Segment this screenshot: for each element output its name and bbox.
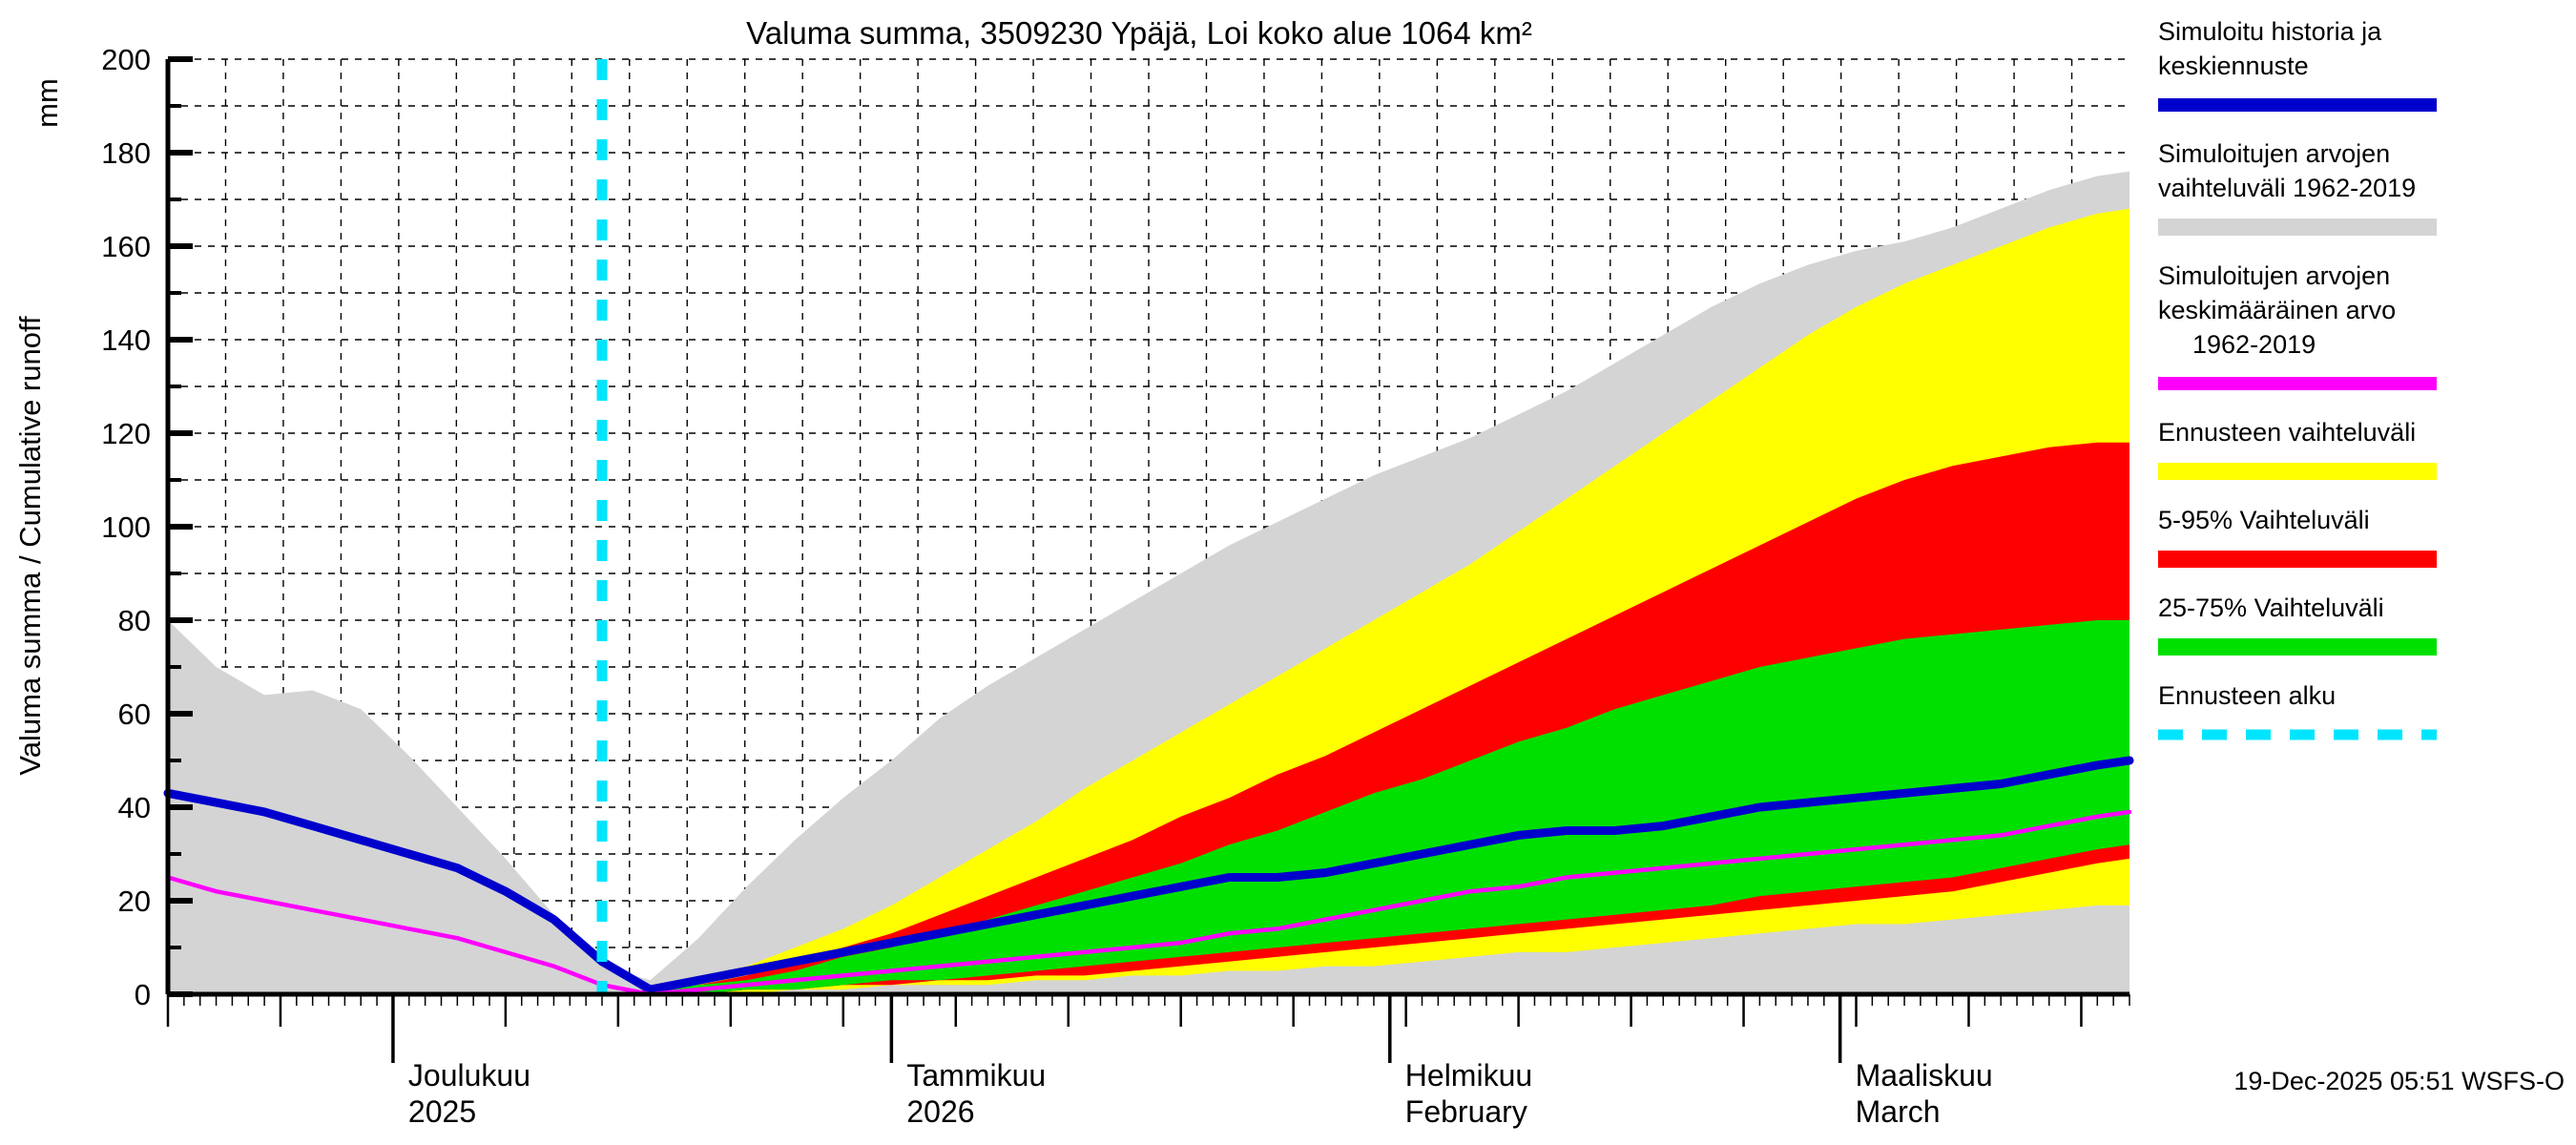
y-axis-unit: mm [31,78,64,128]
month-label-fi: Helmikuu [1405,1058,1532,1093]
legend-swatch [2158,98,2437,112]
legend-label: keskiennuste [2158,52,2309,80]
timestamp: 19-Dec-2025 05:51 WSFS-O [2233,1067,2565,1095]
month-label-fi: Maaliskuu [1856,1058,1993,1093]
legend-25-75-range: 25-75% Vaihteluväli [2158,593,2437,656]
legend-label: Simuloitujen arvojen [2158,261,2390,290]
y-tick-label: 80 [118,604,151,637]
line-mean-forecast [163,756,2134,994]
legend-swatch [2158,219,2437,236]
band-00e000 [602,620,2130,994]
legend-label: Simuloitu historia ja [2158,17,2382,46]
month-label-en: 2026 [906,1094,974,1129]
y-tick-label: 200 [101,43,151,76]
month-label-en: February [1405,1094,1527,1129]
y-axis-label: Valuma summa / Cumulative runoff [13,316,47,776]
legend-label: vaihteluväli 1962-2019 [2158,174,2416,202]
legend-swatch [2158,463,2437,480]
legend-label: 1962-2019 [2192,330,2316,359]
legend-5-95-range: 5-95% Vaihteluväli [2158,506,2437,568]
legend-sim-history-mean-forecast: Simuloitu historia ja keskiennuste [2158,17,2437,112]
month-label-en: 2025 [408,1094,476,1129]
legend-label: 25-75% Vaihteluväli [2158,593,2384,622]
y-tick-label: 20 [118,885,151,918]
legend-label: Ennusteen vaihteluväli [2158,418,2416,447]
legend-label: Ennusteen alku [2158,681,2336,710]
legend-label: Simuloitujen arvojen [2158,139,2390,168]
data-lines [163,756,2134,997]
legend-sim-mean: Simuloitujen arvojen keskimääräinen arvo 1… [2158,261,2437,390]
legend-forecast-start: Ennusteen alku [2158,681,2437,740]
legend-swatch [2158,551,2437,568]
month-label-fi: Tammikuu [906,1058,1046,1093]
legend-swatch [2158,638,2437,656]
y-axis-label-group: Valuma summa / Cumulative runoff mm [13,78,64,775]
y-tick-label: 140 [101,323,151,357]
legend-label: 5-95% Vaihteluväli [2158,506,2370,534]
line-sim-mean [165,809,2132,997]
legend-label: keskimääräinen arvo [2158,296,2396,324]
y-tick-label: 40 [118,791,151,824]
data-bands [168,171,2130,995]
y-axis-ticks: 0 20 40 60 80 100 120 140 160 180 200 [101,43,193,1011]
legend-sim-range: Simuloitujen arvojen vaihteluväli 1962-20… [2158,139,2437,236]
legend-forecast-range: Ennusteen vaihteluväli [2158,418,2437,480]
page-title: Valuma summa, 3509230 Ypäjä, Loi koko al… [746,15,1532,51]
x-axis-ticks [166,994,2130,1063]
y-tick-label: 120 [101,417,151,450]
legend-swatch [2158,377,2437,390]
y-tick-label: 180 [101,136,151,170]
legend: Simuloitu historia jakeskiennusteSimuloi… [2158,17,2437,740]
y-tick-label: 0 [135,978,151,1011]
y-tick-label: 60 [118,697,151,731]
month-label-en: March [1856,1094,1941,1129]
month-label-fi: Joulukuu [408,1058,530,1093]
y-tick-label: 160 [101,230,151,263]
y-tick-label: 100 [101,510,151,544]
